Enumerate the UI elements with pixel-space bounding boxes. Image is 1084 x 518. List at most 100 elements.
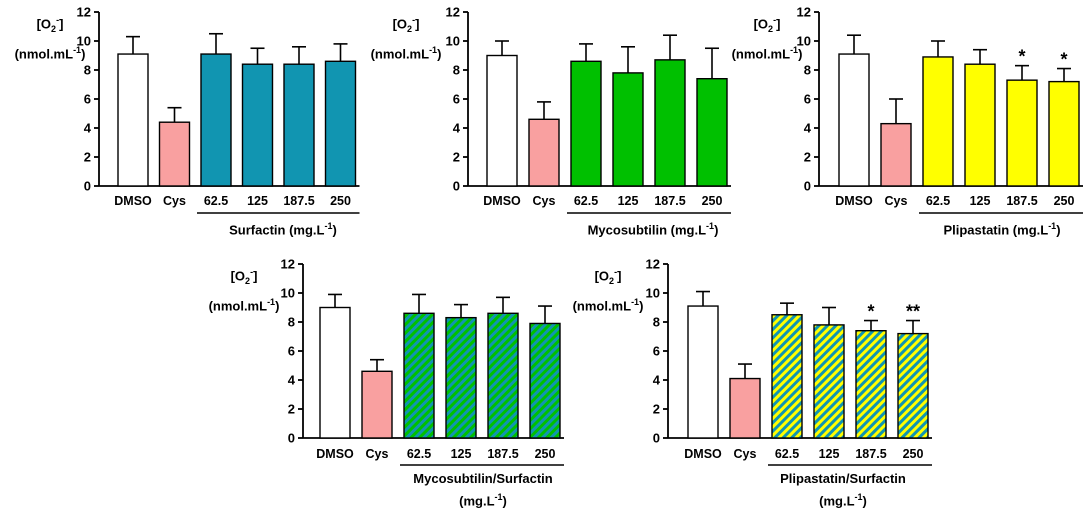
x-tick-label: 250 (330, 194, 351, 208)
chart-mycosubtilin-surfactin: [O2-] (nmol.mL-1) 0 2 4 6 8 10 12 DMSO Cys 62.5 12… (200, 252, 580, 513)
bar (1006, 79, 1038, 187)
bar (319, 306, 351, 439)
y-tick-label: 10 (281, 286, 295, 301)
x-tick-label: 187.5 (487, 447, 518, 461)
y-tick-label: 6 (453, 92, 460, 107)
group-label: Mycosubtilin (mg.L-1) (587, 221, 719, 238)
bar (922, 56, 954, 187)
y-tick-label: 8 (288, 315, 295, 330)
group-label: Mycosubtilin/Surfactin (mg.L-1) (413, 471, 553, 509)
y-tick-label: 0 (84, 179, 91, 194)
x-tick-label: 187.5 (855, 447, 886, 461)
x-tick-label: Cys (163, 194, 186, 208)
y-tick-label: 0 (653, 431, 660, 446)
bar (445, 316, 477, 439)
x-tick-label: 62.5 (574, 194, 598, 208)
bar (687, 305, 719, 439)
bar (612, 72, 644, 187)
y-tick-label: 8 (84, 63, 91, 78)
x-tick-label: 125 (618, 194, 639, 208)
bar (897, 332, 929, 439)
chart-plipastatin: [O2-] (nmol.mL-1) 0 2 4 6 8 10 12 DMSO Cys 62.5 12… (724, 0, 1084, 250)
group-label: Plipastatin (mg.L-1) (943, 221, 1061, 238)
significance-marker: * (1060, 50, 1067, 70)
bar (771, 314, 803, 439)
x-tick-label: 250 (702, 194, 723, 208)
bar (1048, 80, 1080, 187)
y-tick-label: 2 (453, 150, 460, 165)
y-axis-label: [O2-] (nmol.mL-1) (14, 15, 86, 62)
x-tick-label: 187.5 (1006, 194, 1037, 208)
bar (880, 122, 912, 187)
y-tick-label: 6 (288, 344, 295, 359)
y-tick-label: 4 (653, 373, 661, 388)
y-tick-label: 4 (288, 373, 296, 388)
bar (200, 53, 232, 187)
group-label: Surfactin (mg.L-1) (229, 221, 337, 238)
bar (487, 312, 519, 439)
x-tick-label: 62.5 (926, 194, 950, 208)
bar-plot: 0 2 4 6 8 10 12 DMSO Cys 62.5 125 187.5 * 250 * (797, 5, 1083, 214)
x-tick-label: DMSO (483, 194, 521, 208)
y-axis-label: [O2-] (nmol.mL-1) (208, 267, 280, 314)
y-tick-label: 0 (804, 179, 811, 194)
x-tick-label: DMSO (316, 447, 354, 461)
bar (529, 322, 561, 439)
y-tick-label: 10 (77, 34, 91, 49)
x-tick-label: 125 (451, 447, 472, 461)
bar-plot: 0 2 4 6 8 10 12 DMSO Cys 62.5 125 187.5 250 (281, 257, 564, 466)
bar (570, 60, 602, 187)
y-tick-label: 6 (84, 92, 91, 107)
y-tick-label: 2 (84, 150, 91, 165)
bar (964, 63, 996, 187)
bar (117, 53, 149, 187)
y-tick-label: 6 (804, 92, 811, 107)
x-tick-label: 62.5 (204, 194, 228, 208)
x-tick-label: 125 (247, 194, 268, 208)
y-tick-label: 0 (453, 179, 460, 194)
x-tick-label: DMSO (835, 194, 873, 208)
y-tick-label: 8 (653, 315, 660, 330)
y-tick-label: 10 (646, 286, 660, 301)
chart-plipastatin-surfactin: [O2-] (nmol.mL-1) 0 2 4 6 8 10 12 DMSO Cys 62.5 12… (568, 252, 948, 513)
bar (324, 60, 357, 187)
bar (813, 324, 845, 439)
bar (696, 77, 728, 187)
chart-mycosubtilin: [O2-] (nmol.mL-1) 0 2 4 6 8 10 12 DMSO Cys 62.5 12… (368, 0, 738, 250)
y-tick-label: 12 (77, 5, 91, 20)
x-tick-label: 62.5 (407, 447, 431, 461)
x-tick-label: 250 (903, 447, 924, 461)
chart-surfactin: [O2-] (nmol.mL-1) 0 2 4 6 8 10 12 DMSO Cys 62.5 12… (0, 0, 370, 250)
bar (158, 121, 191, 187)
y-axis-label: [O2-] (nmol.mL-1) (572, 267, 644, 314)
y-tick-label: 4 (84, 121, 92, 136)
x-tick-label: 62.5 (775, 447, 799, 461)
bar (654, 59, 686, 187)
bar (855, 329, 887, 439)
bar (241, 63, 274, 187)
y-axis-label: [O2-] (nmol.mL-1) (370, 15, 442, 62)
x-tick-label: 125 (970, 194, 991, 208)
x-tick-label: DMSO (114, 194, 152, 208)
y-tick-label: 12 (646, 257, 660, 272)
y-tick-label: 8 (804, 63, 811, 78)
y-tick-label: 12 (446, 5, 460, 20)
bar (403, 312, 435, 439)
y-tick-label: 10 (797, 34, 811, 49)
y-tick-label: 6 (653, 344, 660, 359)
y-tick-label: 2 (653, 402, 660, 417)
y-tick-label: 0 (288, 431, 295, 446)
x-tick-label: Cys (885, 194, 908, 208)
x-tick-label: 250 (535, 447, 556, 461)
y-tick-label: 4 (453, 121, 461, 136)
y-tick-label: 8 (453, 63, 460, 78)
bar-plot: 0 2 4 6 8 10 12 DMSO Cys 62.5 125 187.5 250 (77, 5, 360, 214)
bar (729, 377, 761, 439)
bar (528, 118, 560, 187)
x-tick-label: 250 (1054, 194, 1075, 208)
x-tick-label: Cys (734, 447, 757, 461)
y-tick-label: 12 (281, 257, 295, 272)
x-tick-label: Cys (366, 447, 389, 461)
x-tick-label: DMSO (684, 447, 722, 461)
y-tick-label: 12 (797, 5, 811, 20)
